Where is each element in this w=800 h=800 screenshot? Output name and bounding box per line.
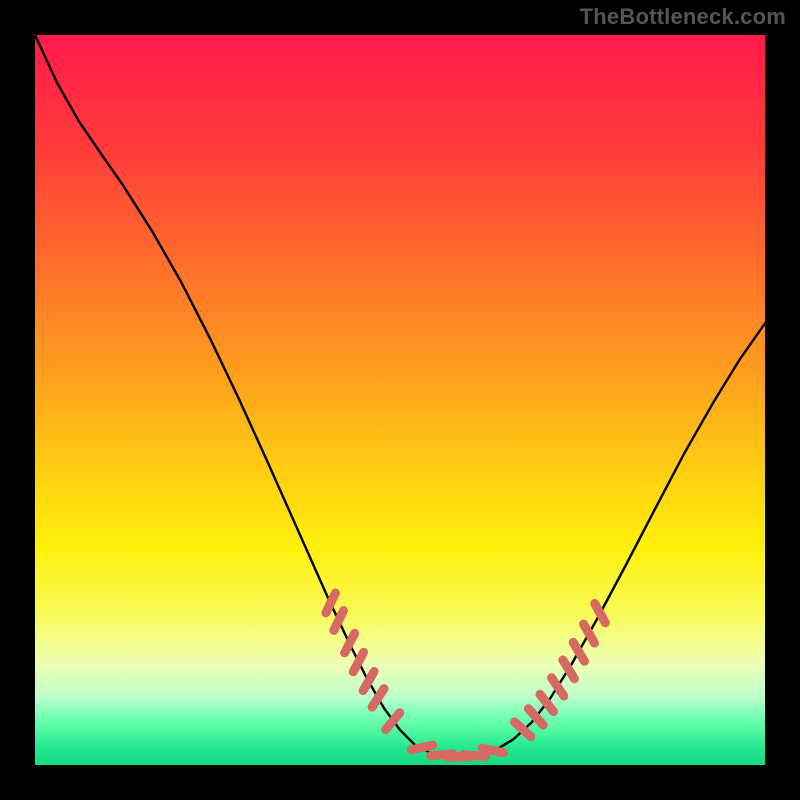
curve-marker [464,755,486,757]
watermark-text: TheBottleneck.com [580,4,786,30]
bottleneck-chart-svg [0,0,800,800]
curve-marker [482,748,504,753]
plot-background-gradient [35,35,765,765]
curve-marker [411,745,433,750]
chart-container: { "meta": { "watermark": "TheBottleneck.… [0,0,800,800]
